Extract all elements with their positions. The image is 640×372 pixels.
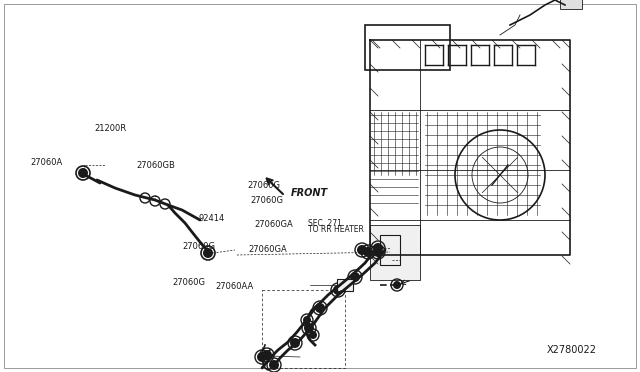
Text: 27060GA: 27060GA: [255, 220, 294, 229]
Circle shape: [357, 245, 367, 255]
Text: 27060G: 27060G: [173, 278, 206, 287]
Bar: [560, 0, 582, 9]
Text: 27060A: 27060A: [31, 158, 63, 167]
Text: 27060G: 27060G: [182, 242, 216, 251]
Bar: [337, 279, 353, 291]
Text: 27060G: 27060G: [251, 196, 284, 205]
Circle shape: [393, 281, 401, 289]
Bar: [365, 25, 450, 70]
Bar: [370, 225, 420, 280]
Text: X2780022: X2780022: [547, 345, 597, 355]
Text: 92414: 92414: [198, 214, 225, 223]
Circle shape: [363, 247, 373, 257]
Text: 27060GB: 27060GB: [136, 161, 175, 170]
Circle shape: [262, 350, 272, 360]
Circle shape: [78, 168, 88, 178]
Circle shape: [269, 360, 279, 370]
Circle shape: [257, 352, 267, 362]
Circle shape: [315, 303, 325, 313]
Text: SEC. 271: SEC. 271: [308, 219, 342, 228]
Circle shape: [303, 316, 311, 324]
Circle shape: [304, 323, 314, 333]
Text: 21200R: 21200R: [95, 124, 127, 133]
Text: FRONT: FRONT: [291, 188, 328, 198]
Text: 27060AA: 27060AA: [216, 282, 254, 291]
Text: 27060GA: 27060GA: [248, 246, 287, 254]
Circle shape: [309, 331, 317, 339]
Circle shape: [290, 338, 300, 348]
Circle shape: [350, 272, 360, 282]
Circle shape: [333, 285, 343, 295]
Bar: [380, 235, 400, 265]
Circle shape: [203, 248, 213, 258]
Text: TO RR HEATER: TO RR HEATER: [308, 225, 364, 234]
Circle shape: [373, 243, 383, 253]
Circle shape: [373, 247, 383, 257]
Text: 27060G: 27060G: [248, 181, 281, 190]
